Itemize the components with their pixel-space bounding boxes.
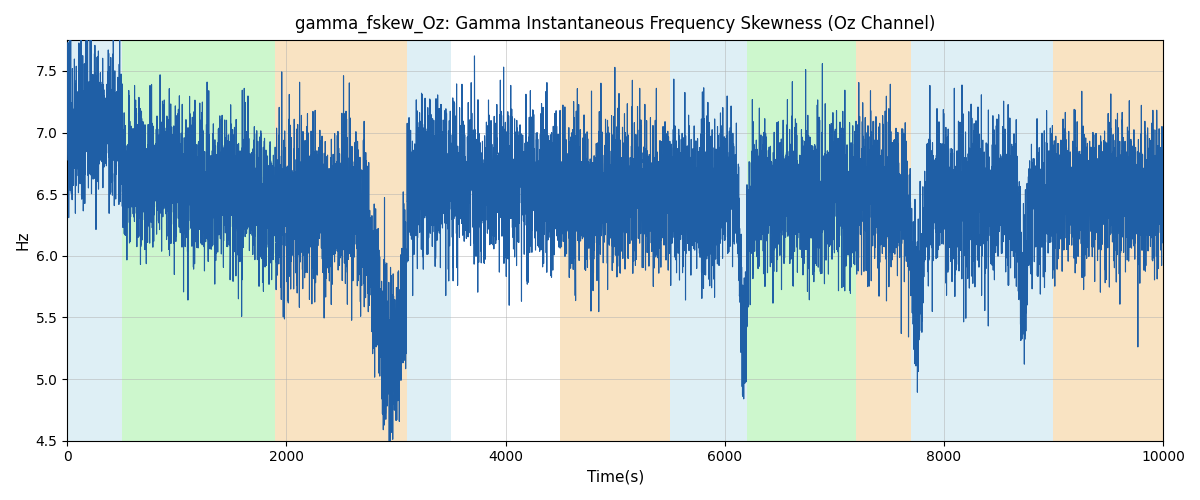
- Bar: [746, 40, 857, 440]
- Bar: [276, 40, 407, 440]
- Bar: [670, 40, 746, 440]
- X-axis label: Time(s): Time(s): [587, 470, 643, 485]
- Bar: [560, 40, 670, 440]
- Bar: [911, 40, 1054, 440]
- Title: gamma_fskew_Oz: Gamma Instantaneous Frequency Skewness (Oz Channel): gamma_fskew_Oz: Gamma Instantaneous Freq…: [295, 15, 935, 34]
- Bar: [67, 40, 122, 440]
- Bar: [1054, 40, 1163, 440]
- Bar: [857, 40, 911, 440]
- Y-axis label: Hz: Hz: [16, 230, 30, 250]
- Bar: [407, 40, 451, 440]
- Bar: [122, 40, 276, 440]
